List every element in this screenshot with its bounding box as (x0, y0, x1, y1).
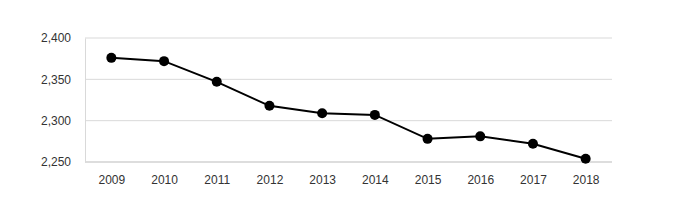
grid-line (85, 162, 612, 163)
grid-line (85, 38, 612, 39)
x-tick-label: 2018 (573, 173, 600, 187)
x-tick: 2009 (98, 162, 125, 187)
x-tick-label: 2014 (362, 173, 389, 187)
y-tick: 2,250 (41, 155, 85, 169)
x-tick: 2015 (415, 162, 442, 187)
grid (85, 38, 612, 162)
x-tick: 2016 (467, 162, 494, 187)
line (111, 58, 585, 159)
x-tick: 2014 (362, 162, 389, 187)
x-tick-label: 2016 (467, 173, 494, 187)
marker (370, 110, 380, 120)
x-tick-label: 2017 (520, 173, 547, 187)
x-tick: 2011 (204, 162, 230, 187)
grid-line (85, 79, 612, 80)
marker (581, 154, 591, 164)
y-tick: 2,300 (41, 114, 85, 128)
y-tick-label: 2,400 (41, 31, 71, 45)
y-tick: 2,350 (41, 73, 85, 87)
grid-line (85, 120, 612, 121)
y-tick-label: 2,350 (41, 73, 71, 87)
x-tick: 2013 (309, 162, 336, 187)
marker (475, 131, 485, 141)
x-tick-label: 2012 (257, 173, 284, 187)
marker (317, 108, 327, 118)
y-tick: 2,400 (41, 31, 85, 45)
x-tick: 2017 (520, 162, 547, 187)
y-axis: 2,250 2,300 2,350 2,400 (41, 31, 86, 169)
plot: 2,250 2,300 2,350 2,400 2009 2010 2011 2012 2013… (41, 31, 612, 186)
x-tick: 2012 (257, 162, 284, 187)
x-tick: 2010 (151, 162, 178, 187)
x-tick-label: 2011 (204, 173, 230, 187)
y-tick-label: 2,300 (41, 114, 71, 128)
marker (264, 101, 274, 111)
y-axis-line (85, 39, 86, 163)
x-axis: 2009 2010 2011 2012 2013 2014 2015 2016 2017 2018 (98, 162, 599, 187)
x-tick: 2018 (573, 162, 600, 187)
chart: 2,250 2,300 2,350 2,400 2009 2010 2011 2012 2013… (0, 0, 700, 200)
y-tick-label: 2,250 (41, 155, 71, 169)
series (106, 53, 590, 164)
x-tick-label: 2015 (415, 173, 442, 187)
x-tick-label: 2010 (151, 173, 178, 187)
marker (212, 77, 222, 87)
marker (423, 134, 433, 144)
marker (106, 53, 116, 63)
x-tick-label: 2013 (309, 173, 336, 187)
marker (528, 139, 538, 149)
x-tick-label: 2009 (98, 173, 125, 187)
marker (159, 56, 169, 66)
